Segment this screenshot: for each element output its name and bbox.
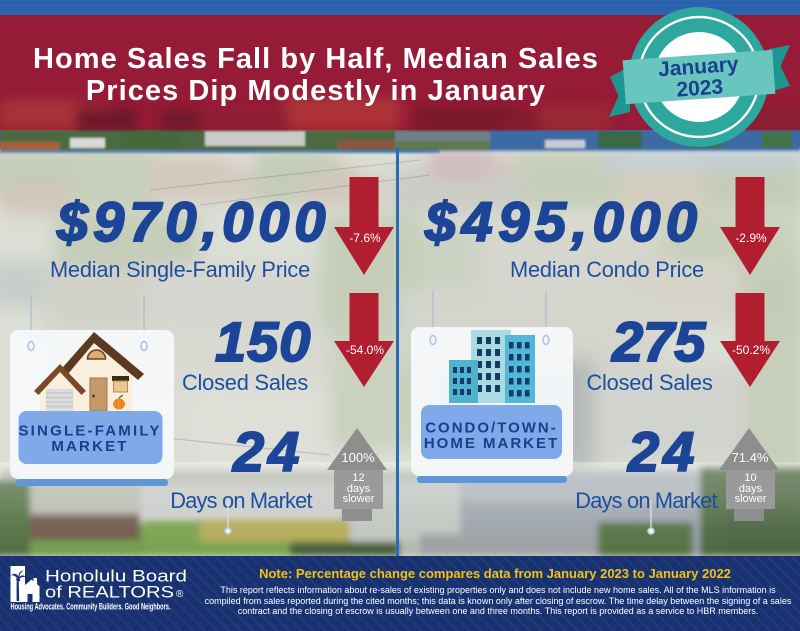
svg-text:2023: 2023 [676, 75, 724, 101]
svg-text:of REALTORS: of REALTORS [45, 583, 174, 602]
svg-text:SINGLE-FAMILY: SINGLE-FAMILY [18, 423, 161, 440]
svg-text:HOME MARKET: HOME MARKET [424, 435, 559, 452]
svg-text:Housing Advocates. Community B: Housing Advocates. Community Builders. G… [11, 602, 171, 613]
svg-text:MARKET: MARKET [51, 438, 128, 455]
svg-text:January: January [657, 53, 739, 82]
svg-text:CONDO/TOWN-: CONDO/TOWN- [425, 420, 558, 437]
svg-text:®: ® [176, 589, 184, 600]
svg-text:Honolulu Board: Honolulu Board [45, 567, 187, 586]
